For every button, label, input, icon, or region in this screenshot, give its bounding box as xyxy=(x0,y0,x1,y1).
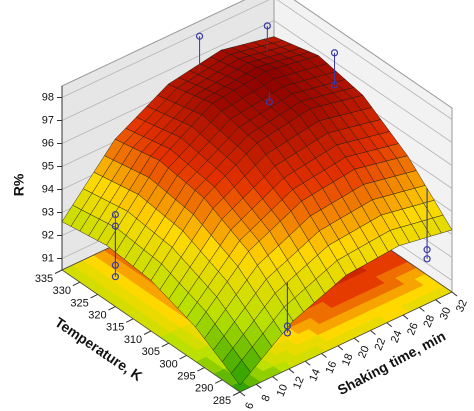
z-tick-label: 96 xyxy=(42,137,54,149)
z-tick-label: 93 xyxy=(42,206,54,218)
y-tick xyxy=(54,269,63,274)
y-tick xyxy=(232,391,241,396)
x-tick-label: 32 xyxy=(454,298,470,314)
x-tick xyxy=(321,353,327,358)
labels-layer: 91 92 93 94 95 96 97 98 285290295300305310315320… xyxy=(35,91,470,411)
data-point xyxy=(423,255,431,263)
x-tick-label: 14 xyxy=(307,367,323,383)
x-tick xyxy=(304,360,311,366)
y-axis-title: Temperature, K xyxy=(52,314,145,384)
x-tick-label: 26 xyxy=(405,321,421,337)
x-tick-label: 12 xyxy=(291,375,307,391)
grid-line xyxy=(61,0,453,120)
y-tick-label: 335 xyxy=(35,273,53,285)
y-tick-label: 290 xyxy=(195,383,213,395)
data-point xyxy=(111,211,120,219)
x-tick-label: 30 xyxy=(438,306,454,322)
x-tick xyxy=(255,383,262,389)
x-tick-label: 6 xyxy=(243,401,256,411)
y-tick-label: 295 xyxy=(177,371,195,383)
y-tick xyxy=(108,306,116,311)
y-tick-label: 325 xyxy=(70,297,88,309)
y-tick-label: 320 xyxy=(88,310,106,322)
data-point xyxy=(111,273,120,281)
x-tick-label: 24 xyxy=(389,329,405,345)
y-tick-label: 315 xyxy=(106,322,124,334)
x-tick xyxy=(370,330,376,335)
x-tick-label: 28 xyxy=(421,313,437,329)
x-tick xyxy=(239,391,246,397)
data-point xyxy=(195,32,204,40)
x-tick xyxy=(386,322,393,328)
z-tick-label: 94 xyxy=(42,183,54,195)
data-point xyxy=(330,81,339,89)
y-tick-label: 300 xyxy=(159,358,177,370)
points-layer xyxy=(111,22,431,337)
x-tick xyxy=(419,306,425,312)
data-point xyxy=(283,329,292,337)
y-tick-label: 305 xyxy=(142,346,160,358)
data-point xyxy=(330,49,339,57)
data-point xyxy=(265,98,273,106)
z-tick-label: 95 xyxy=(42,160,54,172)
y-tick xyxy=(90,293,98,299)
x-tick-label: 10 xyxy=(275,383,291,399)
y-tick-label: 310 xyxy=(124,334,142,346)
x-tick xyxy=(451,291,458,297)
y-tick xyxy=(197,367,205,372)
z-tick-label: 92 xyxy=(42,229,54,241)
surface-patch xyxy=(230,359,251,386)
data-point xyxy=(263,22,271,30)
data-point xyxy=(111,222,120,230)
z-axis-title: R% xyxy=(11,173,27,196)
surface-layer xyxy=(61,36,453,386)
x-tick-label: 8 xyxy=(260,393,273,403)
y-tick-label: 330 xyxy=(53,285,71,297)
y-tick xyxy=(125,318,134,323)
x-tick xyxy=(272,376,278,382)
z-tick-label: 98 xyxy=(42,91,54,103)
x-tick-label: 22 xyxy=(373,336,389,352)
x-tick xyxy=(337,345,344,351)
x-tick-label: 20 xyxy=(356,344,372,360)
y-tick xyxy=(179,354,187,360)
x-tick-label: 16 xyxy=(324,360,340,376)
x-tick xyxy=(402,314,409,320)
x-tick xyxy=(288,368,295,374)
grid-line xyxy=(61,20,453,143)
x-tick xyxy=(353,337,360,343)
x-tick xyxy=(435,299,442,305)
y-tick xyxy=(161,342,170,348)
x-tick-label: 18 xyxy=(340,352,356,368)
z-tick-label: 91 xyxy=(42,252,54,264)
z-tick-label: 97 xyxy=(42,114,54,126)
y-tick xyxy=(72,281,81,287)
y-tick-label: 285 xyxy=(213,395,231,407)
y-tick xyxy=(143,330,152,335)
y-tick xyxy=(214,379,223,384)
